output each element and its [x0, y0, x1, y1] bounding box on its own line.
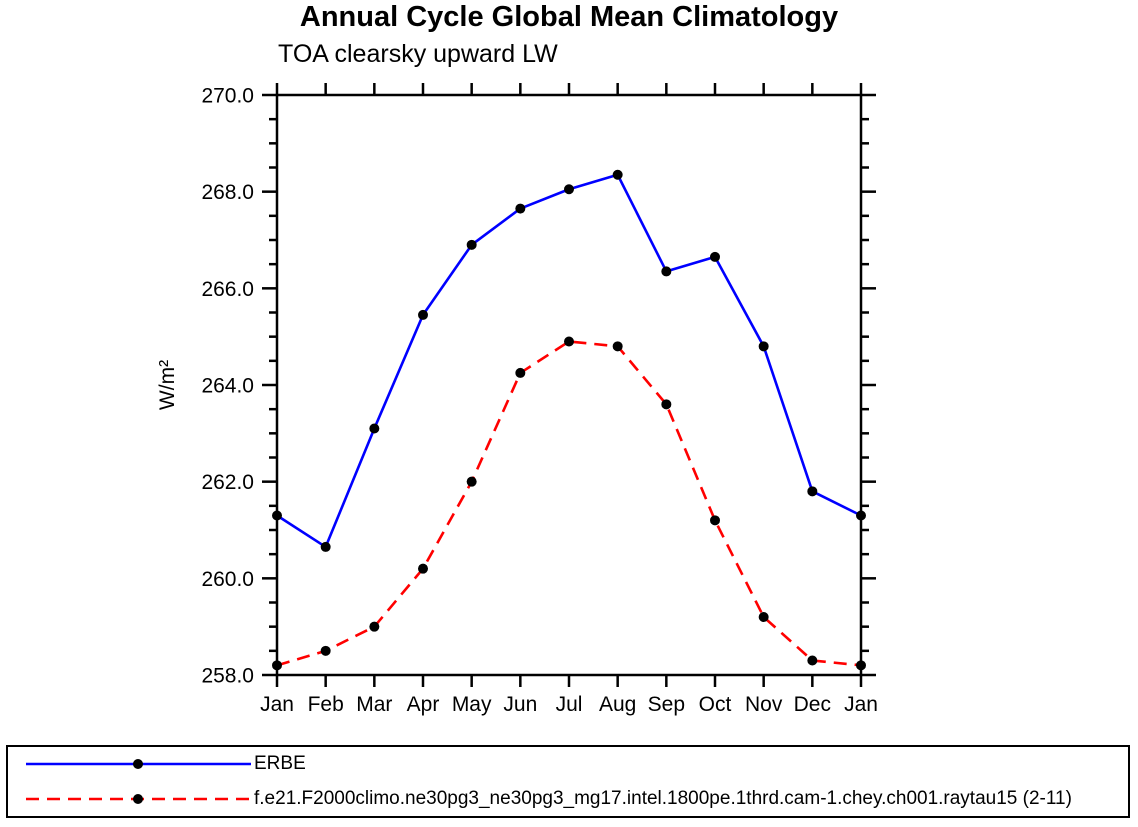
model-run-data-point-marker — [466, 476, 477, 487]
x-tick-label: Jul — [556, 693, 583, 716]
x-tick-label: Jun — [503, 693, 537, 716]
model-run-data-point-marker — [515, 367, 526, 378]
legend-key-marker — [133, 794, 143, 804]
model-run-data-point-marker — [758, 612, 769, 622]
model-run-data-point-marker — [856, 660, 866, 671]
erbe-data-point-marker — [661, 266, 672, 277]
x-tick-label: Jan — [844, 693, 878, 716]
x-tick-label: Dec — [794, 693, 831, 716]
legend-item-model-run: f.e21.F2000climo.ne30pg3_ne30pg3_mg17.in… — [26, 788, 1072, 810]
erbe-line-key — [26, 759, 251, 769]
y-tick-label: 268.0 — [201, 181, 254, 204]
x-tick-label: Aug — [599, 693, 636, 716]
legend-box: ERBE f.e21.F2000climo.ne30pg3_ne30pg3_mg… — [6, 745, 1130, 818]
model-run-data-point-marker — [320, 645, 331, 656]
model-run-data-point-marker — [710, 515, 720, 526]
model-run-data-point-marker — [612, 341, 623, 352]
erbe-data-point-marker — [515, 203, 526, 214]
x-tick-label: Sep — [648, 693, 685, 716]
erbe-data-point-marker — [856, 510, 866, 521]
erbe-data-point-marker — [564, 184, 574, 195]
x-tick-label: Feb — [308, 693, 344, 716]
model-run-line-key — [26, 794, 251, 804]
x-tick-label: May — [452, 693, 492, 716]
erbe-data-point-marker — [710, 251, 720, 262]
model-run-data-point-marker — [272, 660, 282, 671]
model-run-series-line — [276, 340, 862, 667]
erbe-data-point-marker — [272, 510, 282, 521]
erbe-series-line — [276, 173, 862, 549]
model-run-data-point-marker — [807, 655, 818, 666]
erbe-data-point-marker — [369, 423, 380, 434]
x-tick-label: Apr — [407, 693, 440, 716]
legend-key-marker — [133, 759, 143, 769]
erbe-data-point-marker — [612, 169, 623, 180]
chart-title: Annual Cycle Global Mean Climatology — [299, 1, 839, 33]
model-run-data-point-marker — [661, 399, 672, 410]
y-tick-label: 262.0 — [201, 471, 254, 494]
chart-subtitle: TOA clearsky upward LW — [278, 40, 558, 68]
legend-label-model-run: f.e21.F2000climo.ne30pg3_ne30pg3_mg17.in… — [254, 788, 1072, 809]
y-tick-label: 264.0 — [201, 375, 254, 398]
model-run-data-point-marker — [369, 621, 380, 632]
x-tick-label: Oct — [699, 693, 732, 716]
model-run-data-point-marker — [564, 336, 574, 347]
erbe-data-point-marker — [320, 541, 331, 552]
model-run-data-point-marker — [418, 563, 428, 574]
erbe-data-point-marker — [807, 486, 818, 497]
y-tick-label: 266.0 — [201, 278, 254, 301]
erbe-data-point-marker — [758, 341, 769, 352]
legend-label-erbe: ERBE — [254, 753, 306, 774]
x-tick-label: Jan — [260, 693, 294, 716]
erbe-data-point-marker — [466, 239, 477, 250]
y-tick-label: 270.0 — [201, 85, 254, 108]
plot-area: Jan Feb Mar Apr May Jun Jul Aug Sep Oct Nov Dec Jan 2… — [201, 83, 878, 716]
y-tick-label: 260.0 — [201, 568, 254, 591]
legend-item-erbe: ERBE — [26, 753, 306, 775]
x-tick-label: Mar — [356, 693, 392, 716]
erbe-data-point-marker — [418, 309, 428, 320]
y-tick-label: 258.0 — [201, 665, 254, 688]
plot-frame — [275, 93, 863, 677]
x-tick-label: Nov — [745, 693, 783, 716]
